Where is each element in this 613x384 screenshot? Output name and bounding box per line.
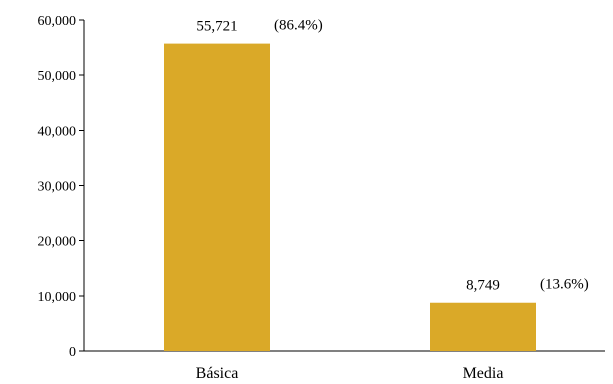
bar xyxy=(164,43,270,352)
bars xyxy=(164,43,536,352)
bar-labels: 55,721 (86.4%) 8,749 (13.6%) xyxy=(196,18,588,294)
bar-value-label: 55,721 xyxy=(196,19,237,35)
bar-percent-label: (86.4%) xyxy=(274,18,323,34)
y-tick-label: 20,000 xyxy=(38,235,77,250)
y-tick-label: 60,000 xyxy=(38,14,77,29)
x-axis: Básica Media xyxy=(84,350,605,382)
bar-percent-label: (13.6%) xyxy=(540,277,589,293)
bar xyxy=(430,302,536,351)
y-axis: 0 10,000 20,000 30,000 40,000 50,000 60,000 xyxy=(38,14,85,360)
x-category-label: Básica xyxy=(196,365,239,382)
y-tick-label: 50,000 xyxy=(38,69,77,84)
x-category-label: Media xyxy=(463,365,504,382)
y-tick-label: 30,000 xyxy=(38,180,77,195)
bar-value-label: 8,749 xyxy=(466,278,500,294)
y-tick-label: 40,000 xyxy=(38,124,77,139)
y-tick-label: 10,000 xyxy=(38,290,77,305)
y-tick-label: 0 xyxy=(69,345,76,360)
